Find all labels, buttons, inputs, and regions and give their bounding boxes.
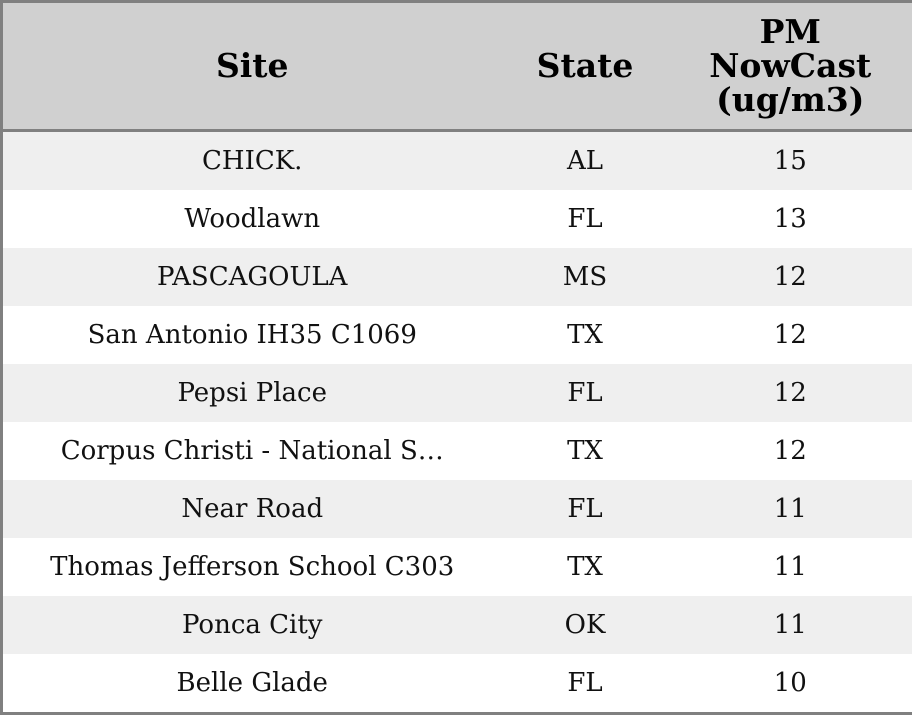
table-cell: CHICK. bbox=[2, 131, 502, 191]
table-cell: AL bbox=[502, 131, 669, 191]
table-cell: Near Road bbox=[2, 480, 502, 538]
table-cell: 12 bbox=[669, 306, 912, 364]
table-cell: Thomas Jefferson School C303 bbox=[2, 538, 502, 596]
table-cell: OK bbox=[502, 596, 669, 654]
table-cell: Corpus Christi - National S… bbox=[2, 422, 502, 480]
header-cell: PM NowCast (ug/m3) bbox=[669, 2, 912, 131]
table-cell: San Antonio IH35 C1069 bbox=[2, 306, 502, 364]
table-cell: Ponca City bbox=[2, 596, 502, 654]
table-cell: FL bbox=[502, 364, 669, 422]
table-cell: TX bbox=[502, 422, 669, 480]
table-cell: FL bbox=[502, 654, 669, 714]
table-cell: FL bbox=[502, 190, 669, 248]
table-cell: 11 bbox=[669, 538, 912, 596]
table-cell: Woodlawn bbox=[2, 190, 502, 248]
table-cell: Belle Glade bbox=[2, 654, 502, 714]
table-cell: 12 bbox=[669, 422, 912, 480]
table-cell: TX bbox=[502, 306, 669, 364]
table-cell: 13 bbox=[669, 190, 912, 248]
table-cell: 12 bbox=[669, 364, 912, 422]
table-cell: 12 bbox=[669, 248, 912, 306]
table-cell: MS bbox=[502, 248, 669, 306]
table-cell: FL bbox=[502, 480, 669, 538]
table-cell: PASCAGOULA bbox=[2, 248, 502, 306]
table-cell: 11 bbox=[669, 480, 912, 538]
header-cell: Site bbox=[2, 2, 502, 131]
header-cell: State bbox=[502, 2, 669, 131]
table-cell: Pepsi Place bbox=[2, 364, 502, 422]
table-cell: 10 bbox=[669, 654, 912, 714]
table-cell: TX bbox=[502, 538, 669, 596]
table-cell: 11 bbox=[669, 596, 912, 654]
table-cell: 15 bbox=[669, 131, 912, 191]
